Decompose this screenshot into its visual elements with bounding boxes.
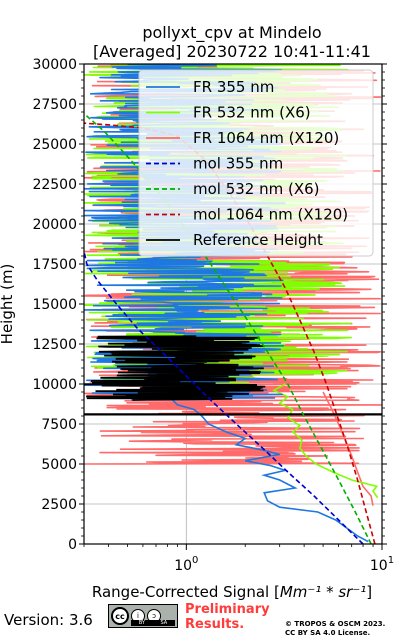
x-tick-label: 101 [370, 555, 394, 574]
y-axis-label: Height (m) [0, 264, 16, 345]
y-tick-label: 12500 [32, 337, 77, 353]
cc-badge-strip: BY SA [131, 620, 175, 626]
y-tick-label: 0 [68, 537, 77, 553]
x-axis-label-text: Range-Corrected Signal [ [92, 583, 280, 601]
y-tick-label: 17500 [32, 257, 77, 273]
legend-label-mol-532-nm-x6: mol 532 nm (X6) [193, 180, 320, 198]
legend-label-mol-355-nm: mol 355 nm [193, 155, 283, 173]
series-line-mol-1064-nm-x120 [84, 122, 376, 544]
legend-label-reference-height: Reference Height [193, 231, 323, 249]
series-line-mol-355-nm [84, 251, 364, 544]
x-tick-label: 100 [174, 555, 198, 574]
y-tick-label: 7500 [41, 417, 77, 433]
copyright-notice: © TROPOS & OSCM 2023. CC BY SA 4.0 Licens… [285, 620, 386, 637]
series-reference-height [84, 335, 266, 401]
cc-license-badge: cc i ↄ BY SA [108, 604, 178, 628]
version-label: Version: 3.6 [4, 611, 93, 629]
x-axis-label-close: ] [366, 583, 372, 601]
y-tick-label: 25000 [32, 137, 77, 153]
y-tick-label: 2500 [41, 497, 77, 513]
y-tick-label: 15000 [32, 297, 77, 313]
legend-label-mol-1064-nm-x120: mol 1064 nm (X120) [193, 206, 348, 224]
x-axis-label: Range-Corrected Signal [Mm⁻¹ * sr⁻¹] [92, 583, 372, 601]
x-axis: 100 101 [83, 544, 394, 574]
chart-subtitle: [Averaged] 20230722 10:41-11:41 [93, 42, 371, 61]
y-tick-label: 10000 [32, 377, 77, 393]
y-tick-label: 27500 [32, 97, 77, 113]
legend: FR 355 nm FR 532 nm (X6) FR 1064 nm (X120)… [138, 69, 374, 257]
y-tick-label: 30000 [32, 57, 77, 73]
legend-label-fr-1064-nm-x120: FR 1064 nm (X120) [193, 129, 339, 147]
chart-title: pollyxt_cpv at Mindelo [142, 23, 321, 43]
preliminary-results-label: Preliminary Results. [185, 602, 270, 632]
legend-label-fr-355-nm: FR 355 nm [193, 78, 274, 96]
x-axis-label-units: Mm⁻¹ * sr⁻¹ [280, 583, 366, 601]
series-line-fr-355-nm [171, 399, 369, 543]
y-tick-label: 22500 [32, 177, 77, 193]
y-tick-label: 5000 [41, 457, 77, 473]
cc-icon: cc [111, 607, 129, 625]
legend-label-fr-532-nm-x6: FR 532 nm (X6) [193, 104, 311, 122]
series-line-fr-532-nm-x6 [272, 383, 379, 499]
legend-box [138, 69, 374, 257]
y-axis: 0 2500 5000 7500 10000 12500 15000 17500 20000 22… [32, 57, 387, 553]
y-tick-label: 20000 [32, 217, 77, 233]
